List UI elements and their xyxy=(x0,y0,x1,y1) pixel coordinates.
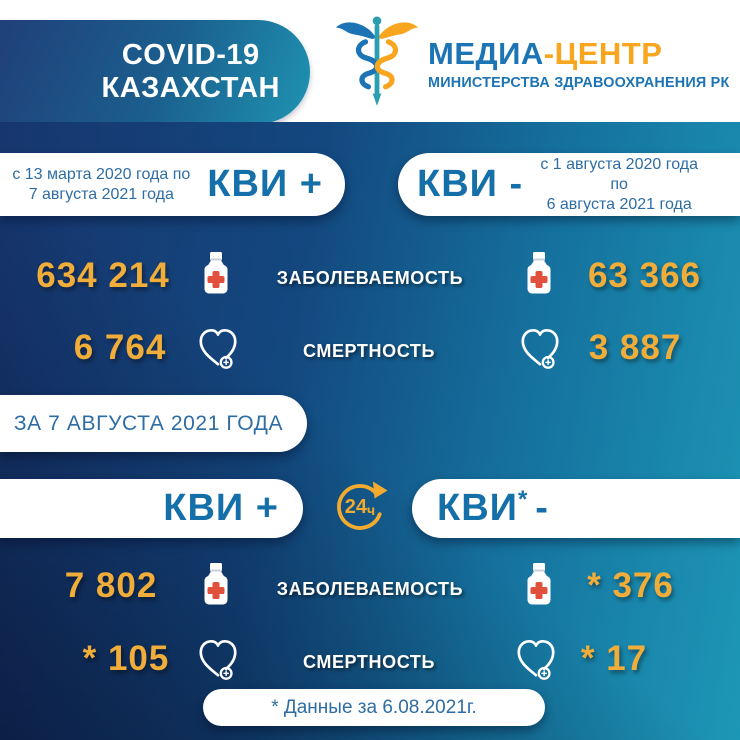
clock-unit: ч xyxy=(367,501,376,518)
kvi-plus-period-line2: 7 августа 2021 года xyxy=(28,185,174,203)
logo-subtitle: МИНИСТЕРСТВА ЗДРАВООХРАНЕНИЯ РК xyxy=(428,75,730,91)
daily-date-banner: ЗА 7 АВГУСТА 2021 ГОДА xyxy=(0,395,307,452)
kvi-word: КВИ xyxy=(437,487,518,529)
cumulative-incidence-kvi-plus-value: 634 214 xyxy=(36,256,170,295)
clock-label: 24 ч xyxy=(331,478,389,536)
logo-title: МЕДИА-ЦЕНТР xyxy=(428,36,729,72)
cumulative-incidence-label: ЗАБОЛЕВАЕМОСТЬ xyxy=(276,268,464,288)
heart-stethoscope-icon xyxy=(521,328,559,369)
daily-kvi-minus-pill: КВИ* - xyxy=(412,479,740,538)
cumulative-kvi-minus-pill: КВИ - с 1 августа 2020 года по 6 августа… xyxy=(398,153,740,216)
medicine-bottle-icon xyxy=(204,252,228,294)
logo-title-blue: МЕДИА xyxy=(428,36,544,71)
stats-card: с 13 марта 2020 года по 7 августа 2021 г… xyxy=(0,122,740,740)
medicine-bottle-icon xyxy=(527,563,551,605)
kvi-minus-label: КВИ - xyxy=(417,163,524,205)
kvi-minus-period-line1: с 1 августа 2020 года по xyxy=(540,155,698,193)
kvi-plus-period: с 13 марта 2020 года по 7 августа 2021 г… xyxy=(7,165,195,205)
kvi-minus-sign: - xyxy=(535,487,549,529)
clock-hours: 24 xyxy=(344,495,368,518)
daily-mortality-label: СМЕРТНОСТЬ xyxy=(302,652,435,672)
heart-stethoscope-icon xyxy=(199,328,237,369)
heart-stethoscope-icon xyxy=(517,639,555,680)
logo-title-yellow: -ЦЕНТР xyxy=(543,36,663,71)
cumulative-mortality-kvi-plus-value: 6 764 xyxy=(73,328,167,367)
heart-stethoscope-icon xyxy=(199,639,237,680)
medicine-bottle-icon xyxy=(527,252,551,294)
daily-incidence-kvi-plus-value: 7 802 xyxy=(64,566,158,605)
badge-text: COVID-19 КАЗАХСТАН xyxy=(102,39,281,105)
kvi-asterisk: * xyxy=(517,486,528,513)
daily-date-text: ЗА 7 АВГУСТА 2021 ГОДА xyxy=(13,411,284,435)
daily-incidence-label: ЗАБОЛЕВАЕМОСТЬ xyxy=(276,579,464,599)
cumulative-kvi-plus-pill: с 13 марта 2020 года по 7 августа 2021 г… xyxy=(0,153,345,216)
logo-text: МЕДИА-ЦЕНТР МИНИСТЕРСТВА ЗДРАВООХРАНЕНИЯ… xyxy=(428,36,729,91)
kvi-plus-label: КВИ + xyxy=(207,163,323,205)
badge-line1: COVID-19 xyxy=(121,39,260,71)
badge-line2: КАЗАХСТАН xyxy=(101,72,280,104)
media-center-logo: МЕДИА-ЦЕНТР МИНИСТЕРСТВА ЗДРАВООХРАНЕНИЯ… xyxy=(334,10,729,110)
daily-kvi-minus-label: КВИ* - xyxy=(437,486,549,530)
cumulative-mortality-kvi-minus-value: 3 887 xyxy=(588,328,682,367)
cumulative-mortality-label: СМЕРТНОСТЬ xyxy=(302,341,435,361)
daily-kvi-plus-pill: КВИ + xyxy=(0,479,303,538)
daily-kvi-plus-label: КВИ + xyxy=(163,487,279,529)
kvi-plus-period-line1: с 13 марта 2020 года по xyxy=(12,165,191,183)
daily-mortality-kvi-minus-value: * 17 xyxy=(580,639,648,678)
daily-incidence-kvi-minus-value: * 376 xyxy=(587,566,674,605)
24h-clock-icon: 24 ч xyxy=(331,478,389,536)
kvi-minus-period-line2: 6 августа 2021 года xyxy=(546,195,692,213)
caduceus-icon xyxy=(335,16,419,106)
medicine-bottle-icon xyxy=(204,563,228,605)
footnote-pill: * Данные за 6.08.2021г. xyxy=(203,689,545,726)
kvi-minus-period: с 1 августа 2020 года по 6 августа 2021 … xyxy=(533,155,705,215)
covid-kz-badge: COVID-19 КАЗАХСТАН xyxy=(0,20,310,124)
cumulative-incidence-kvi-minus-value: 63 366 xyxy=(587,256,702,295)
daily-mortality-kvi-plus-value: * 105 xyxy=(82,639,170,678)
footnote-text: * Данные за 6.08.2021г. xyxy=(271,696,477,718)
